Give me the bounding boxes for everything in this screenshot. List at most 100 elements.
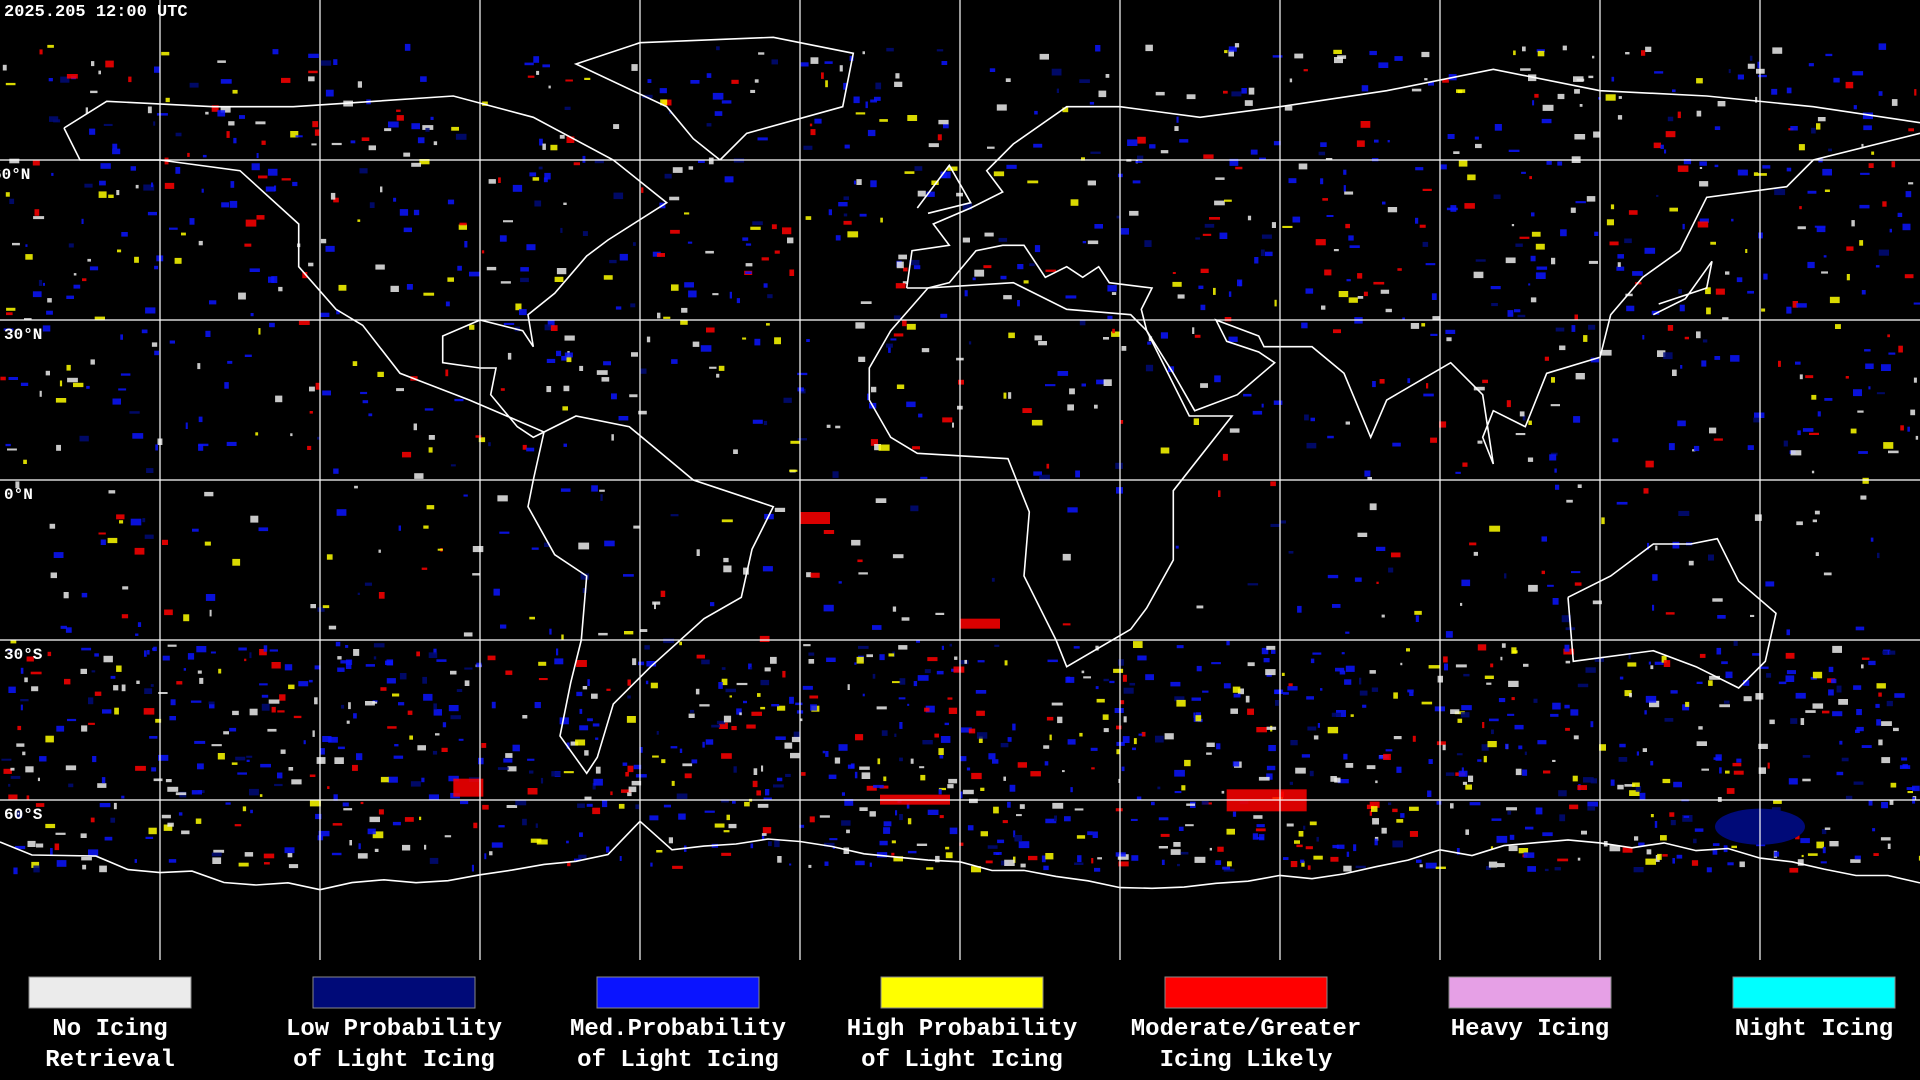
icing-pixel	[635, 774, 647, 778]
icing-pixel	[1170, 681, 1181, 687]
icing-pixel	[1643, 488, 1649, 494]
icing-pixel	[1272, 55, 1283, 58]
icing-pixel	[155, 444, 158, 451]
icing-pixel	[855, 112, 866, 115]
icing-pixel	[1070, 787, 1073, 793]
icing-pixel	[10, 775, 21, 779]
icing-pixel	[920, 774, 926, 781]
icing-pixel	[883, 821, 892, 827]
icing-pixel	[1067, 507, 1078, 513]
icing-pixel	[575, 739, 586, 746]
icing-pixel	[1914, 89, 1917, 96]
icing-pixel	[991, 577, 995, 582]
icing-pixel	[752, 221, 763, 226]
icing-pixel	[1824, 189, 1830, 192]
icing-pixel	[1393, 736, 1402, 740]
icing-pixel	[1256, 824, 1265, 828]
icing-pixel	[595, 737, 599, 740]
icing-pixel	[146, 468, 154, 473]
icing-pixel	[1464, 203, 1475, 209]
icing-pixel	[943, 123, 949, 129]
icing-pixel	[457, 265, 462, 271]
icing-pixel	[63, 592, 69, 599]
icing-pixel	[24, 677, 28, 683]
icing-pixel	[1795, 834, 1800, 840]
icing-pixel	[1755, 96, 1758, 103]
icing-pixel	[909, 259, 920, 266]
icing-pixel	[1873, 853, 1879, 856]
icing-pixel	[856, 656, 864, 664]
icing-pixel	[560, 227, 563, 233]
icing-pixel	[1268, 745, 1276, 752]
icing-pixel	[1881, 721, 1892, 726]
icing-pixel	[136, 680, 140, 684]
icing-pixel	[892, 681, 901, 684]
icing-pixel	[592, 783, 596, 790]
icing-pixel	[881, 730, 888, 736]
icing-pixel	[108, 194, 114, 198]
icing-pixel	[532, 177, 540, 181]
icing-pixel	[542, 64, 550, 68]
icing-pixel	[331, 852, 342, 856]
icing-pixel	[1655, 545, 1658, 551]
icing-pixel	[522, 715, 528, 719]
icing-pixel	[896, 261, 904, 269]
icing-pixel	[1645, 695, 1657, 703]
icing-pixel	[1445, 772, 1455, 776]
icing-pixel	[1688, 560, 1694, 566]
icing-pixel	[1044, 761, 1049, 766]
icing-pixel	[1918, 855, 1920, 861]
icing-pixel	[1218, 490, 1221, 497]
icing-pixel	[1551, 257, 1556, 265]
icing-pixel	[378, 549, 381, 553]
icing-pixel	[1450, 709, 1460, 714]
icing-pixel	[1415, 167, 1424, 171]
icing-pixel	[1541, 536, 1547, 542]
icing-pixel	[1853, 105, 1857, 110]
icing-pixel	[1579, 104, 1583, 107]
icing-pixel	[1369, 801, 1380, 808]
icing-pixel	[1624, 690, 1632, 697]
icing-pixel	[752, 780, 758, 788]
icing-pixel	[448, 775, 459, 782]
icing-pixel	[1271, 650, 1276, 654]
icing-pixel	[1176, 699, 1186, 707]
icing-pixel	[710, 602, 715, 607]
icing-pixel	[1766, 673, 1772, 678]
icing-pixel	[272, 49, 279, 55]
icing-pixel	[269, 649, 278, 652]
icing-pixel	[433, 709, 442, 716]
icing-pixel	[1574, 134, 1586, 140]
icing-pixel	[1419, 864, 1423, 868]
icing-pixel	[1877, 552, 1880, 559]
icing-pixel	[1841, 757, 1849, 762]
icing-pixel	[445, 369, 449, 377]
icing-pixel	[162, 539, 168, 545]
icing-pixel	[964, 659, 967, 664]
icing-pixel	[1062, 770, 1065, 773]
icing-pixel	[1590, 721, 1594, 728]
icing-pixel	[578, 854, 587, 859]
icing-pixel	[81, 647, 92, 651]
icing-pixel	[1709, 427, 1717, 434]
icing-pixel	[116, 514, 125, 520]
icing-pixel	[806, 572, 812, 578]
icing-pixel	[81, 725, 88, 732]
icing-pixel	[1079, 319, 1086, 326]
icing-pixel	[1824, 827, 1831, 830]
icing-pixel	[989, 68, 996, 72]
icing-pixel	[1172, 272, 1176, 274]
icing-pixel	[56, 444, 61, 451]
icing-pixel	[234, 824, 242, 827]
icing-pixel	[1274, 299, 1277, 307]
icing-pixel	[1878, 249, 1889, 256]
icing-pixel	[751, 711, 762, 716]
icing-pixel	[1161, 859, 1165, 865]
icing-pixel	[59, 380, 63, 387]
icing-pixel	[86, 385, 90, 389]
icing-pixel	[1177, 294, 1185, 299]
icing-pixel	[764, 667, 771, 672]
icing-pixel	[1123, 716, 1127, 723]
icing-pixel	[317, 436, 320, 440]
